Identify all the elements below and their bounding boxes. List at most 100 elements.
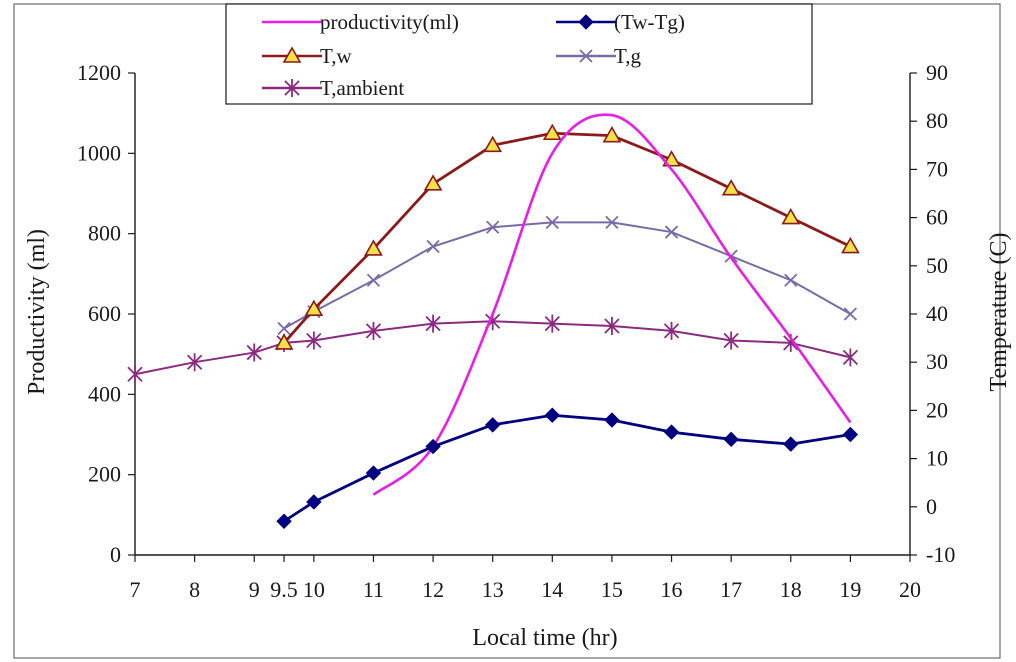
- y-left-tick-label: 200: [88, 462, 121, 487]
- axes-group: 7 8 9 9.5 10 11 12 13 14 15 16 17 18 19 20020040060080…: [77, 60, 955, 602]
- y-right-tick-label: 70: [926, 156, 948, 181]
- y-left-tick-label: 800: [88, 221, 121, 246]
- data-point-t_w: [304, 299, 324, 316]
- legend-item-t_w: T,w: [262, 44, 353, 68]
- legend-label: T,ambient: [320, 76, 404, 100]
- data-point-t_w: [721, 179, 741, 196]
- data-point-t_g: [843, 307, 858, 321]
- legend-swatch-marker: [579, 49, 593, 63]
- series-group: [127, 113, 860, 529]
- legend-swatch-marker: [284, 79, 300, 97]
- data-point-t_w: [364, 239, 383, 256]
- legend-swatch-marker: [578, 14, 594, 30]
- data-point-t_ambient: [306, 331, 322, 350]
- data-point-tw_minus_tg: [425, 438, 441, 455]
- y-left-tick-label: 400: [88, 381, 121, 406]
- data-point-t_g: [545, 215, 559, 230]
- x-tick-label: 13: [482, 577, 504, 602]
- y-left-tick-label: 1000: [77, 140, 121, 165]
- x-tick-label: 7: [130, 577, 141, 602]
- legend-item-t_ambient: T,ambient: [262, 76, 404, 100]
- data-point-t_ambient: [544, 314, 560, 333]
- series-productivity: [372, 113, 852, 496]
- legend: productivity(ml) (Tw-Tg) T,w T,g T,ambient: [225, 3, 813, 105]
- data-point-t_g: [486, 220, 500, 234]
- data-point-t_ambient: [365, 321, 382, 340]
- x-tick-label: 11: [363, 577, 384, 602]
- x-tick-label: 10: [303, 577, 325, 602]
- y-right-tick-label: 40: [926, 301, 948, 326]
- data-point-t_ambient: [604, 317, 620, 336]
- x-tick-label: 8: [189, 577, 200, 602]
- x-tick-label: 19: [839, 577, 861, 602]
- x-tick-label: 20: [899, 577, 921, 602]
- data-point-tw_minus_tg: [604, 412, 620, 428]
- legend-item-tw_minus_tg: (Tw-Tg): [556, 10, 685, 34]
- data-point-tw_minus_tg: [306, 494, 322, 510]
- legend-label: (Tw-Tg): [614, 10, 685, 34]
- data-point-tw_minus_tg: [783, 436, 799, 452]
- data-point-t_g: [366, 273, 381, 287]
- data-point-t_w: [602, 126, 622, 143]
- data-point-t_ambient: [246, 343, 262, 362]
- x-tick-label: 18: [780, 577, 802, 602]
- data-point-t_w: [542, 123, 562, 141]
- data-point-t_g: [664, 225, 679, 239]
- series-line-productivity: [372, 113, 852, 496]
- data-point-tw_minus_tg: [544, 407, 561, 423]
- y-left-tick-label: 1200: [77, 60, 121, 85]
- legend-item-t_g: T,g: [556, 44, 642, 68]
- data-point-t_ambient: [663, 321, 680, 340]
- data-point-t_ambient: [425, 314, 441, 333]
- series-line-t_ambient: [134, 320, 851, 376]
- data-point-tw_minus_tg: [842, 426, 859, 443]
- data-point-t_g: [426, 239, 440, 254]
- y-left-tick-label: 0: [110, 542, 121, 567]
- data-point-t_ambient: [842, 348, 859, 367]
- y-right-tick-label: 30: [926, 349, 948, 374]
- data-point-t_ambient: [186, 353, 203, 372]
- data-point-t_g: [784, 273, 798, 287]
- legend-label: productivity(ml): [320, 10, 459, 34]
- x-tick-label: 12: [422, 577, 444, 602]
- legend-item-productivity: productivity(ml): [262, 10, 459, 34]
- legend-label: T,w: [320, 44, 353, 68]
- series-t_w: [274, 123, 860, 350]
- data-point-t_w: [483, 135, 503, 153]
- data-point-t_w: [423, 174, 443, 191]
- data-point-tw_minus_tg: [365, 465, 382, 481]
- data-point-t_w: [841, 236, 860, 254]
- series-tw_minus_tg: [276, 407, 859, 529]
- x-tick-label: 17: [720, 577, 742, 602]
- x-tick-label: 16: [661, 577, 683, 602]
- y-right-tick-label: 90: [926, 60, 948, 85]
- x-tick-label: 15: [601, 577, 623, 602]
- x-tick-label: 9.5: [270, 577, 298, 602]
- y-right-tick-label: 20: [926, 397, 948, 422]
- legend-label: T,g: [614, 44, 642, 68]
- data-point-t_g: [277, 321, 291, 336]
- data-point-t_ambient: [127, 365, 143, 384]
- data-point-t_w: [781, 207, 801, 225]
- y-right-tick-label: 10: [926, 446, 948, 471]
- data-point-t_g: [605, 215, 619, 230]
- data-point-t_ambient: [723, 331, 739, 350]
- y-right-tick-label: -10: [926, 542, 955, 567]
- y-left-tick-label: 600: [88, 301, 121, 326]
- y-axis-left-title: Productivity (ml): [24, 229, 50, 395]
- y-axis-right-title: Temperature (C): [986, 233, 1012, 392]
- data-point-t_w: [274, 333, 294, 350]
- data-point-tw_minus_tg: [276, 513, 292, 529]
- data-point-tw_minus_tg: [484, 417, 501, 433]
- x-tick-label: 9: [249, 577, 260, 602]
- y-right-tick-label: 60: [926, 205, 948, 230]
- data-point-t_w: [662, 150, 681, 167]
- data-point-tw_minus_tg: [663, 424, 680, 440]
- legend-swatch-marker: [282, 46, 302, 63]
- y-right-tick-label: 0: [926, 494, 937, 519]
- legend-box: [225, 3, 813, 105]
- x-axis-title: Local time (hr): [472, 625, 617, 651]
